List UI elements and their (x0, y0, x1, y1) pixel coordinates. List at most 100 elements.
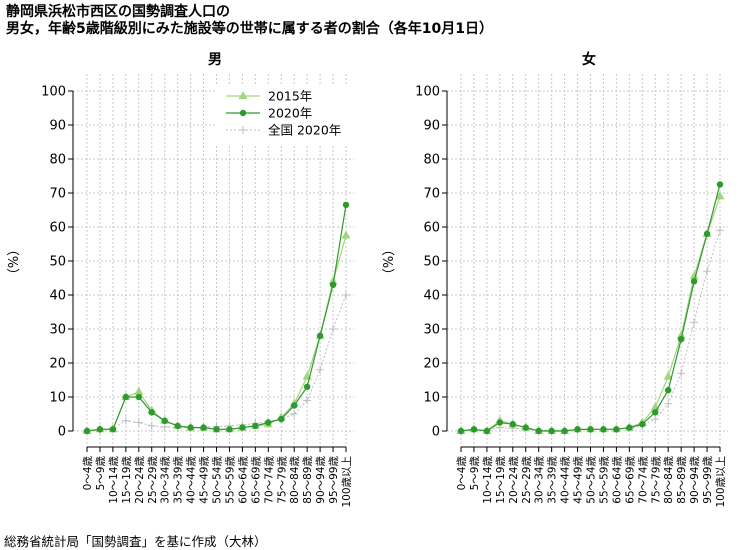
data-point-national (316, 365, 325, 374)
data-point-2020 (561, 427, 568, 435)
x-tick-label: 35～39歳 (547, 456, 559, 504)
chart-title-line2: 男女，年齢5歳階級別にみた施設等の世帯に属する者の割合（各年10月1日） (6, 21, 493, 37)
chart-panel-1: 0 10 20 30 40 50 60 70 80 90 100 0～4歳 5～9歳 10～14歳 15～1… (7, 52, 354, 508)
legend-marker-2020 (239, 109, 247, 117)
x-tick-label: 0～4歳 (456, 456, 468, 491)
y-tick-label: 50 (49, 255, 66, 270)
x-tick-label: 90～94歳 (315, 456, 327, 504)
x-tick-label: 80～84歳 (663, 456, 675, 504)
y-tick-label: 30 (49, 323, 66, 338)
data-point-2020 (122, 393, 130, 401)
x-tick-label: 40～44歳 (186, 456, 198, 504)
data-point-2020 (161, 417, 168, 424)
x-tick-label: 60～64歳 (237, 456, 249, 504)
legend-background (216, 84, 354, 146)
data-point-2020 (626, 424, 633, 431)
data-point-national (147, 421, 156, 430)
y-axis-label: （%） (7, 243, 22, 281)
y-tick-label: 100 (41, 85, 66, 100)
x-tick-label: 55～59歳 (598, 456, 610, 504)
x-tick-label: 10～14歳 (482, 456, 494, 504)
data-point-national (703, 267, 712, 276)
y-tick-label: 10 (423, 391, 440, 406)
data-point-national (690, 318, 699, 327)
data-point-2020 (703, 230, 711, 237)
y-tick-label: 90 (423, 119, 440, 134)
legend-label: 2020年 (268, 106, 312, 121)
data-point-2020 (652, 409, 659, 416)
panel-title: 女 (582, 51, 596, 68)
x-tick-label: 45～49歳 (199, 456, 211, 504)
x-tick-label: 30～34歳 (534, 456, 546, 504)
x-tick-label: 45～49歳 (573, 456, 585, 504)
y-tick-label: 50 (423, 255, 440, 270)
x-tick-label: 55～59歳 (224, 456, 236, 504)
legend-label: 全国 2020年 (268, 123, 341, 138)
data-point-2020 (690, 278, 698, 285)
data-point-2020 (303, 383, 311, 390)
x-tick-label: 60～64歳 (611, 456, 623, 504)
data-point-2020 (716, 181, 724, 188)
data-point-2020 (483, 427, 491, 435)
x-tick-label: 15～19歳 (121, 456, 133, 504)
data-point-2015 (676, 330, 686, 339)
data-point-2020 (213, 426, 220, 433)
x-tick-label: 0～4歳 (82, 456, 94, 491)
data-point-2015 (134, 386, 144, 395)
legend-label: 2015年 (268, 89, 312, 104)
x-tick-label: 20～24歳 (134, 456, 146, 504)
data-point-2015 (663, 371, 673, 380)
data-point-2020 (174, 422, 181, 430)
data-point-2020 (148, 409, 155, 416)
y-tick-label: 40 (49, 289, 66, 304)
data-point-2015 (715, 191, 725, 200)
x-tick-label: 15～19歳 (495, 456, 507, 504)
legend-marker-2015 (238, 91, 248, 99)
y-tick-label: 100 (415, 85, 440, 100)
x-tick-label: 35～39歳 (173, 456, 185, 504)
data-point-2015 (341, 230, 351, 239)
data-point-national (342, 291, 350, 299)
data-point-2020 (548, 427, 555, 435)
data-point-2020 (574, 426, 581, 433)
x-tick-label: 40～44歳 (560, 456, 572, 504)
data-point-2020 (457, 427, 465, 435)
data-point-2020 (496, 419, 504, 426)
data-point-2020 (96, 426, 104, 433)
chart-title-line1: 静岡県浜松市西区の国勢調査人口の (6, 4, 230, 20)
x-tick-label: 30～34歳 (160, 456, 172, 504)
x-tick-label: 65～69歳 (250, 456, 262, 504)
x-tick-label: 50～54歳 (212, 456, 224, 504)
x-tick-label: 10～14歳 (108, 456, 120, 504)
data-point-2020 (83, 427, 91, 435)
x-tick-label: 80～84歳 (289, 456, 301, 504)
data-point-national (329, 325, 338, 333)
data-point-2020 (239, 424, 246, 431)
x-tick-label: 95～99歳 (328, 456, 340, 504)
y-tick-label: 40 (423, 289, 440, 304)
data-point-national (664, 399, 673, 408)
data-point-2020 (329, 281, 337, 288)
data-point-2015 (328, 276, 338, 285)
x-tick-label: 75～79歳 (650, 456, 662, 504)
data-point-2020 (665, 387, 672, 394)
x-tick-label: 100歳以上 (715, 456, 727, 508)
data-point-national (134, 418, 143, 427)
data-point-2020 (587, 426, 594, 433)
data-point-national (121, 416, 130, 425)
chart-panel-2: 0 10 20 30 40 50 60 70 80 90 100 0～4歳 5～9歳 10～14歳 15～1… (382, 51, 728, 508)
data-point-2020 (200, 424, 207, 431)
x-tick-label: 25～29歳 (147, 456, 159, 504)
y-tick-label: 90 (49, 119, 66, 134)
x-tick-label: 70～74歳 (637, 456, 649, 504)
x-tick-label: 90～94歳 (689, 456, 701, 504)
x-tick-label: 50～54歳 (586, 456, 598, 504)
data-point-2020 (639, 421, 646, 428)
x-tick-label: 25～29歳 (521, 456, 533, 504)
x-tick-label: 85～89歳 (302, 456, 314, 504)
data-point-national (303, 396, 312, 405)
y-tick-label: 60 (49, 221, 66, 236)
data-point-2020 (677, 336, 685, 343)
data-point-2020 (316, 332, 324, 339)
